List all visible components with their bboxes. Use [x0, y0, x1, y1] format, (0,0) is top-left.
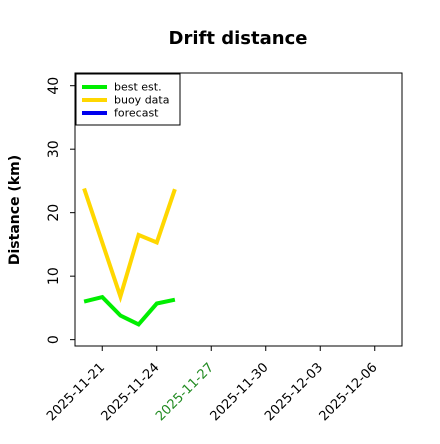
plot-area: 0102030402025-11-212025-11-242025-11-272…: [44, 72, 403, 424]
legend-label: buoy data: [114, 94, 169, 107]
y-tick-label: 0: [46, 335, 62, 344]
legend-label: forecast: [114, 107, 159, 120]
x-tick-label: 2025-12-06: [317, 360, 381, 424]
y-axis-label: Distance (km): [7, 155, 23, 265]
y-tick-label: 40: [46, 77, 62, 95]
series-line-best-est-: [83, 294, 176, 327]
legend-label: best est.: [114, 81, 162, 94]
y-tick-label: 30: [46, 140, 62, 158]
chart-title: Drift distance: [169, 28, 308, 49]
series-line-buoy-data: [82, 187, 177, 304]
legend-box: [75, 73, 181, 126]
plot-frame: [74, 72, 403, 347]
y-tick-label: 10: [46, 267, 62, 285]
y-tick-label: 20: [46, 204, 62, 222]
